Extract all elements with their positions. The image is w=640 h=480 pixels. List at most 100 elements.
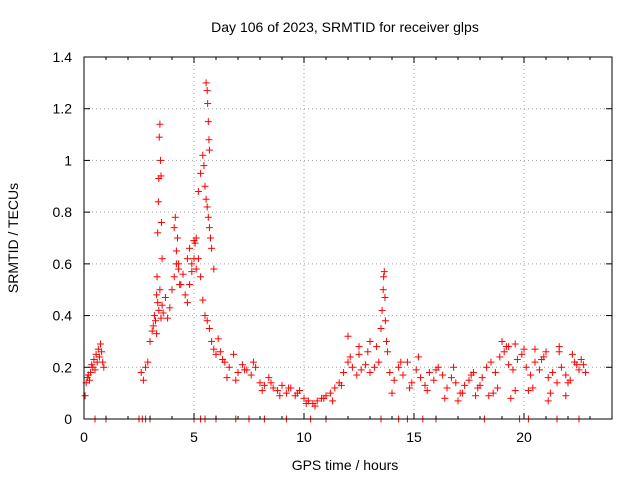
x-tick-labels: 0 5 10 15 20	[80, 429, 532, 445]
data-point	[278, 381, 286, 389]
data-point	[205, 325, 213, 332]
data-point	[467, 371, 475, 379]
data-point	[205, 224, 213, 232]
data-point	[183, 299, 191, 307]
data-point	[452, 379, 460, 387]
data-point	[157, 172, 165, 180]
data-point	[439, 371, 447, 379]
data-point	[311, 402, 319, 410]
data-point	[513, 356, 521, 364]
data-point	[142, 363, 150, 371]
data-point	[568, 350, 576, 358]
data-point	[267, 379, 275, 387]
data-point	[199, 296, 207, 304]
data-point	[366, 368, 374, 376]
data-point	[511, 340, 519, 348]
data-point	[203, 87, 211, 95]
data-point	[348, 363, 356, 371]
data-point	[511, 387, 519, 395]
data-point	[395, 363, 403, 371]
data-points	[81, 79, 590, 423]
data-point	[331, 384, 339, 392]
data-point	[549, 368, 557, 376]
data-point	[329, 397, 337, 405]
data-point	[170, 224, 178, 232]
data-point	[249, 358, 257, 366]
data-point	[170, 273, 178, 281]
data-point	[362, 361, 370, 369]
data-point	[100, 363, 108, 371]
data-point	[562, 392, 570, 400]
data-point	[81, 392, 89, 400]
data-point	[507, 394, 515, 402]
data-point	[412, 366, 420, 374]
y-tick-label: 0.2	[53, 359, 73, 375]
data-point	[204, 213, 212, 221]
data-point	[186, 281, 194, 289]
data-point	[520, 345, 528, 353]
data-point	[555, 343, 563, 351]
data-point	[203, 317, 211, 325]
y-tick-label: 1.4	[53, 49, 73, 65]
data-point	[531, 358, 539, 366]
data-point	[441, 394, 449, 402]
data-point	[529, 384, 537, 392]
data-point	[417, 374, 425, 382]
y-tick-label: 0.4	[53, 308, 73, 324]
data-point	[154, 198, 162, 206]
data-point	[340, 368, 348, 376]
data-point	[202, 195, 210, 203]
data-point	[425, 368, 433, 376]
data-point	[191, 239, 199, 247]
y-tick-label: 0.8	[53, 204, 73, 220]
data-point	[408, 379, 416, 387]
data-point	[158, 255, 166, 263]
data-point	[269, 384, 277, 392]
data-point	[97, 340, 104, 348]
data-point	[202, 79, 210, 87]
data-point	[364, 348, 372, 356]
data-point	[179, 270, 187, 278]
data-point	[384, 348, 392, 356]
data-point	[377, 325, 385, 332]
data-point	[373, 343, 381, 351]
data-point	[201, 312, 209, 320]
data-point	[274, 387, 282, 395]
data-point	[157, 218, 165, 226]
data-point	[447, 374, 455, 382]
data-point	[172, 247, 180, 255]
data-point	[238, 361, 246, 369]
data-point	[366, 337, 374, 345]
data-point	[320, 394, 328, 402]
data-point	[383, 337, 390, 345]
data-point	[208, 337, 216, 345]
data-point	[188, 268, 196, 276]
data-point	[210, 265, 218, 273]
data-point	[154, 299, 162, 307]
data-point	[544, 374, 552, 382]
data-point	[148, 327, 156, 335]
data-point	[155, 306, 163, 314]
data-point	[293, 389, 301, 397]
data-point	[91, 366, 99, 374]
data-point	[199, 151, 207, 159]
data-point	[216, 348, 224, 356]
x-tick-label: 15	[406, 429, 422, 445]
data-point	[156, 286, 164, 294]
data-point	[157, 156, 165, 164]
data-point	[505, 343, 513, 351]
data-point	[188, 260, 196, 268]
data-point	[200, 162, 208, 170]
data-point	[139, 376, 147, 384]
axis-ticks	[83, 56, 613, 420]
data-point	[344, 358, 352, 366]
data-point	[223, 374, 231, 382]
data-point	[285, 384, 293, 392]
data-point	[192, 265, 200, 273]
x-tick-label: 10	[296, 429, 312, 445]
data-point	[174, 234, 181, 242]
data-point	[355, 350, 363, 358]
data-point	[152, 317, 159, 325]
data-point	[300, 394, 308, 402]
data-point	[397, 358, 405, 366]
